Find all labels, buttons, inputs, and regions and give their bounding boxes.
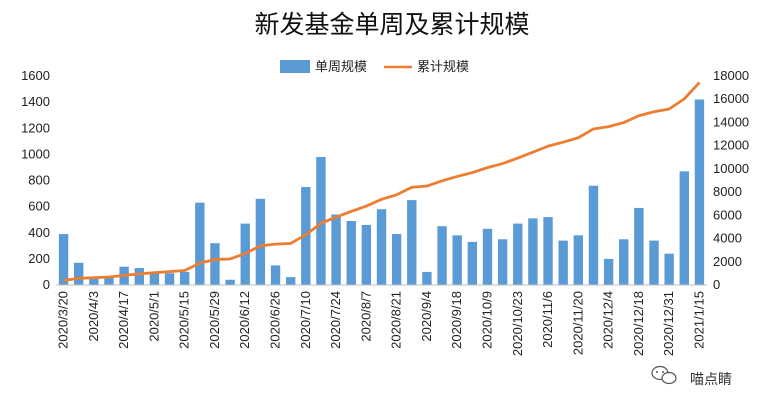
bar	[361, 224, 372, 285]
bar	[255, 198, 266, 285]
y-right-tick-label: 18000	[713, 68, 749, 83]
y-left-tick-label: 1000	[21, 146, 50, 161]
y-right-tick-label: 12000	[713, 138, 749, 153]
chart-title: 新发基金单周及累计规模	[254, 10, 529, 39]
x-tick-label: 2020/5/15	[177, 291, 192, 349]
bar	[391, 234, 402, 285]
bar	[89, 277, 99, 285]
y-right-tick-label: 14000	[713, 114, 749, 129]
bar	[679, 171, 689, 285]
x-tick-label: 2020/5/1	[146, 291, 161, 342]
y-right-tick-label: 0	[713, 277, 720, 292]
y-right-tick-label: 10000	[713, 161, 749, 176]
x-tick-label: 2020/6/26	[268, 291, 283, 349]
x-tick-label: 2020/8/7	[358, 291, 373, 342]
bar	[573, 235, 584, 285]
bar	[179, 271, 190, 285]
bar	[588, 185, 599, 285]
bar	[603, 258, 614, 285]
bar	[376, 209, 387, 285]
bar	[270, 265, 281, 285]
bar	[482, 228, 493, 285]
x-tick-label: 2020/10/9	[479, 291, 494, 349]
x-tick-label: 2020/8/21	[389, 291, 404, 349]
bar	[331, 214, 341, 285]
cumulative-line	[63, 81, 701, 282]
wechat-icon	[651, 365, 677, 385]
y-right-tick-label: 8000	[713, 184, 742, 199]
y-left-tick-label: 0	[43, 277, 50, 292]
y-left-tick-label: 400	[28, 225, 50, 240]
bar	[58, 234, 69, 285]
bar	[437, 226, 447, 285]
x-tick-label: 2020/7/24	[328, 291, 343, 349]
y-left-tick-label: 1400	[21, 94, 50, 109]
bar	[664, 253, 674, 285]
bar	[422, 271, 432, 285]
x-tick-label: 2020/11/6	[540, 291, 555, 348]
x-tick-label: 2021/1/15	[691, 291, 706, 349]
bar	[634, 207, 644, 285]
bar	[497, 239, 508, 285]
bar	[74, 262, 84, 285]
x-tick-label: 2020/9/18	[449, 291, 464, 349]
bar	[467, 241, 478, 285]
bar	[649, 240, 659, 285]
x-tick-label: 2020/3/20	[56, 291, 71, 349]
y-right-tick-label: 2000	[713, 254, 742, 269]
x-tick-label: 2020/7/10	[298, 291, 313, 349]
x-tick-label: 2020/9/4	[419, 291, 434, 342]
y-left-tick-label: 1200	[21, 120, 50, 135]
x-tick-label: 2020/12/4	[601, 291, 616, 349]
legend: 单周规模 累计规模	[280, 60, 469, 75]
bar	[407, 200, 417, 285]
x-tick-label: 2020/12/31	[661, 291, 676, 356]
bar	[316, 156, 326, 285]
legend-label-line: 累计规模	[417, 60, 469, 75]
bar	[134, 268, 144, 285]
watermark: 喵点睛	[651, 365, 732, 388]
bar	[195, 202, 205, 285]
x-tick-label: 2020/11/20	[570, 291, 585, 355]
bar	[104, 277, 114, 285]
bar	[528, 218, 538, 285]
x-tick-label: 2020/5/29	[207, 291, 222, 349]
x-tick-label: 2020/10/23	[510, 291, 525, 356]
bar	[619, 239, 629, 285]
bar	[543, 217, 553, 285]
y-left-tick-label: 1600	[21, 68, 50, 83]
y-right-tick-label: 6000	[713, 207, 742, 222]
bar	[149, 271, 160, 285]
watermark-text: 喵点睛	[690, 372, 732, 388]
y-left-tick-label: 200	[28, 251, 50, 266]
x-tick-label: 2020/4/3	[86, 291, 101, 342]
bar	[210, 243, 220, 285]
y-left-tick-label: 600	[28, 199, 50, 214]
bar	[558, 240, 568, 285]
bar	[452, 235, 462, 285]
plot-area: 0200400600800100012001400160002000400060…	[21, 68, 749, 356]
x-tick-label: 2020/4/17	[116, 291, 131, 349]
x-tick-label: 2020/6/12	[237, 291, 252, 349]
bar	[694, 99, 705, 285]
legend-label-bar: 单周规模	[315, 60, 367, 75]
y-left-tick-label: 800	[28, 173, 50, 188]
bar	[513, 223, 523, 285]
legend-swatch-bar	[280, 60, 310, 73]
bar	[346, 220, 356, 285]
x-tick-label: 2020/12/18	[631, 291, 646, 356]
bar	[225, 279, 235, 285]
y-right-tick-label: 16000	[713, 91, 749, 106]
bar	[285, 277, 296, 285]
bar	[164, 273, 175, 285]
y-right-tick-label: 4000	[713, 231, 742, 246]
